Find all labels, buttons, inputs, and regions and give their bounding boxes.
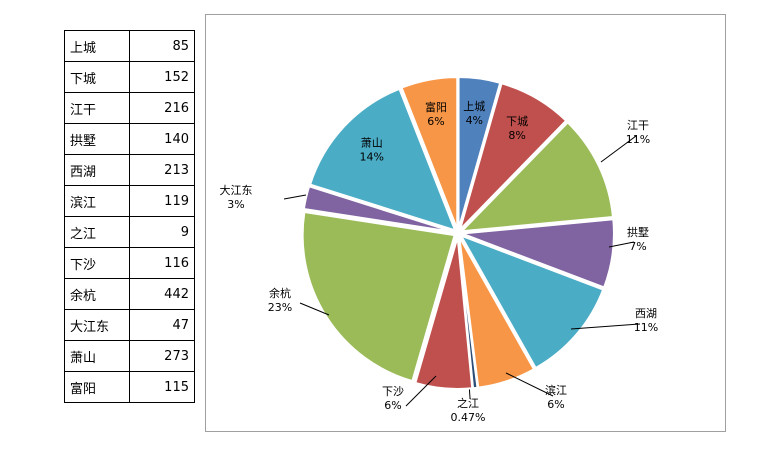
leader-line (299, 302, 330, 316)
slice-percent-label: 14% (359, 151, 383, 164)
table-cell-value: 85 (129, 30, 195, 62)
table-cell-value: 47 (129, 309, 195, 341)
slice-percent-label: 11% (634, 321, 658, 334)
pie-slice (414, 236, 474, 390)
table-cell-name: 萧山 (64, 340, 130, 372)
slice-name-label: 之江 (457, 396, 479, 410)
table-cell-name: 富阳 (64, 371, 130, 403)
table-row: 江干 216 (64, 92, 195, 124)
table-row: 上城 85 (64, 30, 195, 62)
slice-name-label: 拱墅 (627, 225, 649, 239)
table-row: 下沙 116 (64, 247, 195, 279)
table-cell-value: 216 (129, 92, 195, 124)
table-cell-name: 滨江 (64, 185, 130, 217)
leader-line (600, 135, 637, 163)
table-row: 下城 152 (64, 61, 195, 93)
slice-name-label: 富阳 (425, 100, 447, 114)
pie-slice (308, 87, 457, 232)
slice-percent-label: 0.47% (451, 411, 486, 424)
pie-slice (459, 82, 568, 231)
table-row: 拱墅 140 (64, 123, 195, 155)
pie-slice (457, 76, 502, 230)
table-cell-name: 之江 (64, 216, 130, 248)
slice-percent-label: 11% (626, 133, 650, 146)
slice-percent-label: 23% (268, 301, 292, 314)
table-row: 大江东 47 (64, 309, 195, 341)
table-row: 萧山 273 (64, 340, 195, 372)
table-cell-value: 152 (129, 61, 195, 93)
slice-name-label: 大江东 (220, 183, 253, 197)
leader-line (283, 194, 307, 200)
leader-line (405, 375, 437, 407)
table-cell-name: 拱墅 (64, 123, 130, 155)
slice-percent-label: 8% (508, 129, 525, 142)
table-row: 余杭 442 (64, 278, 195, 310)
table-cell-name: 下城 (64, 61, 130, 93)
table-cell-name: 余杭 (64, 278, 130, 310)
slice-percent-label: 6% (384, 399, 401, 412)
pie-slice (461, 218, 615, 289)
table-cell-value: 116 (129, 247, 195, 279)
slice-percent-label: 7% (629, 240, 646, 253)
slice-name-label: 下城 (506, 115, 528, 128)
table-cell-value: 213 (129, 154, 195, 186)
data-table: 上城 85 下城 152 江干 216 拱墅 140 西湖 213 滨江 119 之江 9 下沙 116 余杭 4… (64, 30, 195, 403)
slice-name-label: 余杭 (269, 286, 291, 300)
leader-line (608, 241, 635, 248)
pie-slice (302, 185, 455, 234)
table-cell-name: 下沙 (64, 247, 130, 279)
slice-name-label: 下沙 (382, 385, 404, 398)
slice-percent-label: 4% (466, 114, 483, 127)
table-cell-value: 119 (129, 185, 195, 217)
slice-percent-label: 3% (227, 198, 244, 211)
chart-area: 上城 4% 下城 8% 江干 11% 拱墅 7% 西湖 11% 滨江 6% 之江 0.47% 下沙 6% 余杭 2… (205, 14, 726, 432)
table-row: 滨江 119 (64, 185, 195, 217)
leader-line (505, 372, 554, 397)
slice-percent-label: 6% (547, 398, 564, 411)
table-row: 西湖 213 (64, 154, 195, 186)
slice-name-label: 西湖 (635, 307, 657, 320)
table-cell-name: 大江东 (64, 309, 130, 341)
table-cell-value: 9 (129, 216, 195, 248)
slice-name-label: 滨江 (545, 383, 567, 397)
table-cell-value: 273 (129, 340, 195, 372)
table-cell-value: 442 (129, 278, 195, 310)
slice-name-label: 江干 (627, 119, 649, 132)
table-body: 上城 85 下城 152 江干 216 拱墅 140 西湖 213 滨江 119 之江 9 下沙 116 余杭 4… (64, 30, 195, 403)
table-row: 之江 9 (64, 216, 195, 248)
table-cell-value: 140 (129, 123, 195, 155)
table-cell-name: 西湖 (64, 154, 130, 186)
table-cell-name: 上城 (64, 30, 130, 62)
slice-name-label: 上城 (463, 100, 485, 113)
pie-slice (400, 76, 459, 230)
table-row: 富阳 115 (64, 371, 195, 403)
pie-slice (458, 233, 605, 370)
table-cell-value: 115 (129, 371, 195, 403)
table-cell-name: 江干 (64, 92, 130, 124)
pie-slice (458, 121, 615, 233)
pie-slice (301, 210, 456, 383)
pie-chart: 上城4% 下城8%江干11%拱墅7%西湖11%滨江6%之江0.47%下沙6%余杭2… (220, 76, 658, 424)
slice-percent-label: 6% (427, 115, 444, 128)
slice-name-label: 萧山 (361, 137, 383, 150)
leader-line (570, 323, 641, 330)
